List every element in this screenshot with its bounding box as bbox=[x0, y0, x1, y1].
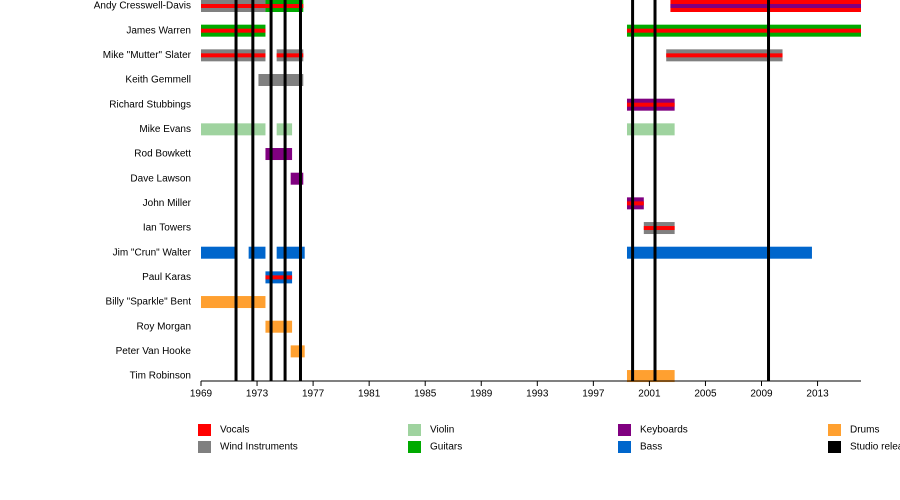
member-label: Roy Morgan bbox=[137, 321, 191, 332]
member-label: Billy "Sparkle" Bent bbox=[106, 297, 192, 308]
x-tick-label: 1981 bbox=[358, 389, 381, 400]
member-bar bbox=[290, 345, 305, 358]
legend-swatch bbox=[828, 441, 841, 453]
member-label: Paul Karas bbox=[142, 272, 191, 283]
role-stripe bbox=[201, 53, 266, 58]
member-bar bbox=[201, 296, 266, 309]
role-stripe bbox=[201, 28, 266, 33]
member-bar bbox=[265, 148, 293, 161]
x-tick-label: 1989 bbox=[470, 389, 493, 400]
legend-swatch bbox=[828, 424, 841, 436]
member-label: Andy Cresswell-Davis bbox=[94, 1, 191, 12]
member-label: John Miller bbox=[143, 198, 192, 209]
legend-label: Bass bbox=[640, 442, 662, 453]
legend-label: Keyboards bbox=[640, 425, 688, 436]
x-tick-label: 2009 bbox=[750, 389, 773, 400]
member-bar bbox=[626, 246, 812, 259]
legend-label: Wind Instruments bbox=[220, 442, 298, 453]
role-stripe bbox=[666, 53, 783, 58]
member-label: Ian Towers bbox=[143, 223, 191, 234]
member-bar bbox=[201, 123, 266, 136]
role-stripe bbox=[670, 4, 861, 8]
x-tick-label: 1969 bbox=[190, 389, 213, 400]
member-bar bbox=[265, 320, 293, 333]
role-stripe bbox=[265, 275, 293, 280]
x-tick-label: 1997 bbox=[582, 389, 605, 400]
x-tick-label: 1985 bbox=[414, 389, 437, 400]
x-tick-label: 1973 bbox=[246, 389, 269, 400]
x-tick-label: 1993 bbox=[526, 389, 549, 400]
role-stripe bbox=[276, 53, 304, 58]
role-stripe bbox=[626, 28, 861, 33]
legend-label: Studio release bbox=[850, 442, 900, 453]
legend-label: Drums bbox=[850, 425, 879, 436]
member-label: Keith Gemmell bbox=[125, 75, 191, 86]
member-label: Rod Bowkett bbox=[134, 149, 191, 160]
role-stripe bbox=[626, 102, 675, 107]
member-label: Mike Evans bbox=[139, 124, 191, 135]
x-tick-label: 2005 bbox=[694, 389, 717, 400]
x-tick-label: 2013 bbox=[806, 389, 829, 400]
legend-label: Vocals bbox=[220, 425, 249, 436]
member-bar bbox=[248, 246, 266, 259]
member-label: Peter Van Hooke bbox=[116, 346, 192, 357]
member-label: Dave Lawson bbox=[130, 173, 191, 184]
legend-swatch bbox=[198, 424, 211, 436]
legend-swatch bbox=[618, 441, 631, 453]
x-tick-label: 1977 bbox=[302, 389, 325, 400]
x-tick-label: 2001 bbox=[638, 389, 661, 400]
role-stripe bbox=[643, 226, 675, 231]
legend-label: Guitars bbox=[430, 442, 462, 453]
member-label: Mike "Mutter" Slater bbox=[103, 50, 192, 61]
role-stripe bbox=[626, 201, 644, 206]
role-stripe bbox=[201, 4, 266, 8]
legend-swatch bbox=[408, 424, 421, 436]
member-bar bbox=[626, 370, 675, 383]
member-bar bbox=[201, 246, 237, 259]
member-bar bbox=[258, 74, 304, 87]
legend-swatch bbox=[618, 424, 631, 436]
member-label: Tim Robinson bbox=[130, 371, 191, 382]
legend-swatch bbox=[198, 441, 211, 453]
legend-label: Violin bbox=[430, 425, 454, 436]
member-label: Richard Stubbings bbox=[109, 99, 191, 110]
legend-swatch bbox=[408, 441, 421, 453]
member-label: Jim "Crun" Walter bbox=[113, 247, 192, 258]
member-label: James Warren bbox=[126, 25, 191, 36]
member-bar bbox=[626, 123, 675, 136]
